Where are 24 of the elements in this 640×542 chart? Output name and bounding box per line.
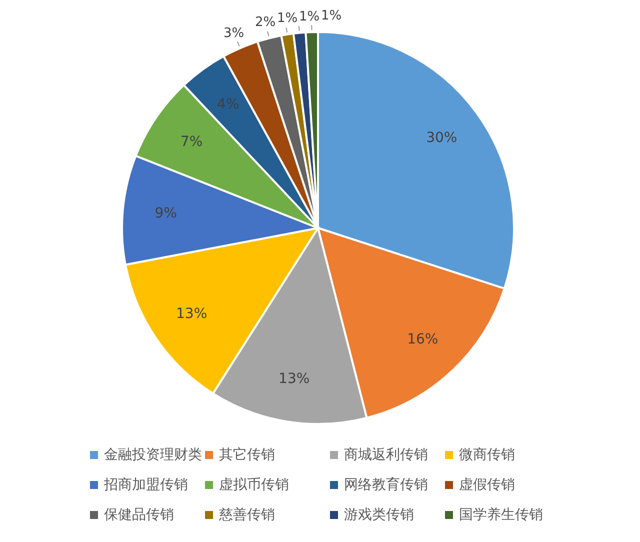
data-label: 1% (298, 9, 320, 24)
data-label: 3% (223, 26, 244, 41)
data-label: 1% (320, 8, 342, 24)
data-label: 13% (176, 306, 208, 322)
data-label: 2% (254, 15, 276, 30)
legend-label: 虚拟币传销 (219, 477, 289, 493)
legend-label: 国学养生传销 (459, 507, 543, 523)
data-label: 30% (426, 130, 458, 146)
data-label: 9% (154, 206, 177, 222)
legend-label: 招商加盟传销 (103, 477, 188, 493)
legend-label: 慈善传销 (218, 506, 275, 523)
data-label: 13% (278, 371, 310, 387)
legend-label: 保健品传销 (104, 507, 174, 523)
data-label: 4% (217, 96, 240, 112)
data-label: 7% (180, 134, 203, 150)
data-label: 16% (407, 331, 438, 348)
legend-label: 虚假传销 (459, 477, 515, 493)
legend-label: 金融投资理财类 (104, 447, 202, 463)
legend-label: 商城返利传销 (344, 447, 428, 463)
legend-label: 游戏类传销 (344, 507, 414, 523)
legend-label: 网络教育传销 (344, 476, 428, 493)
legend-label: 微商传销 (459, 447, 515, 463)
legend-label: 其它传销 (219, 447, 275, 463)
data-label: 1% (276, 11, 298, 26)
